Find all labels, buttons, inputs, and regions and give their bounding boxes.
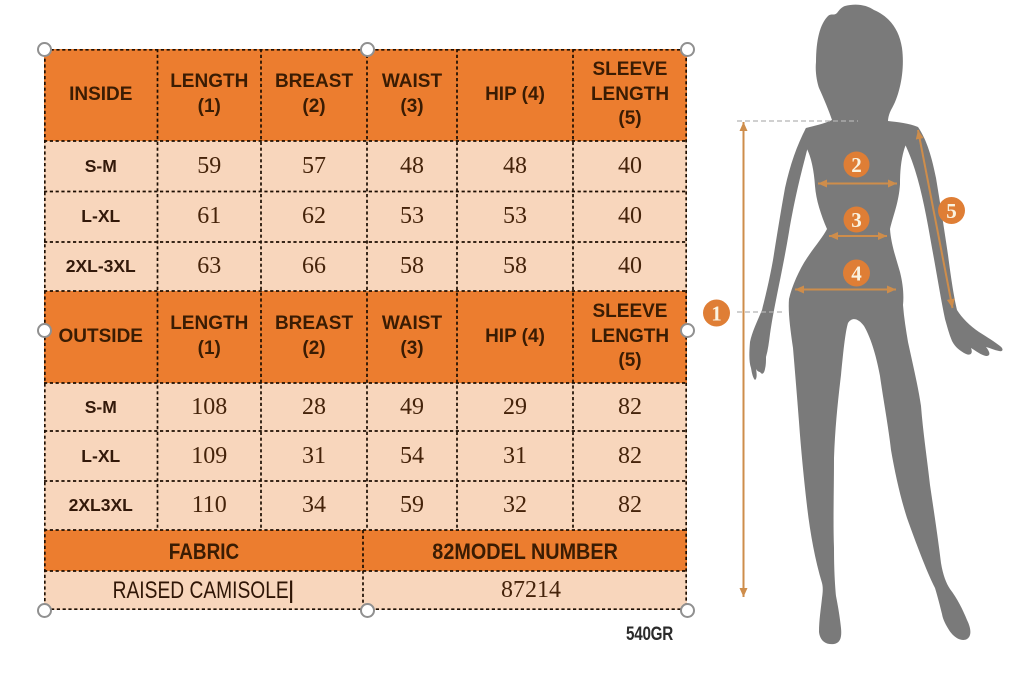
- svg-text:3: 3: [851, 208, 862, 232]
- svg-text:5: 5: [946, 199, 957, 223]
- svg-text:2: 2: [851, 153, 862, 177]
- svg-text:4: 4: [851, 262, 862, 286]
- svg-text:1: 1: [711, 302, 722, 326]
